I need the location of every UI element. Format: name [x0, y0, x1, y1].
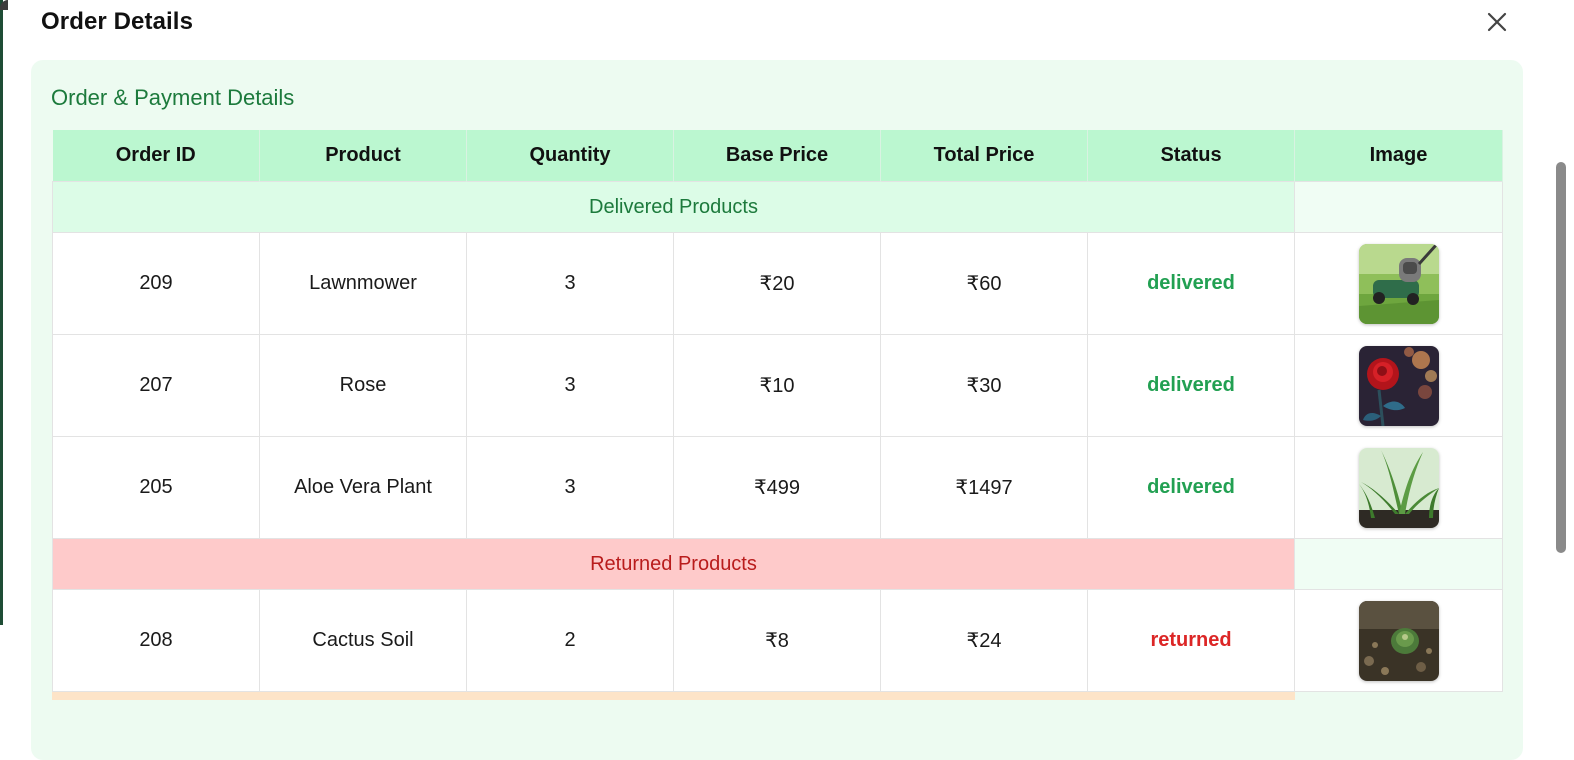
cell-image	[1294, 589, 1503, 692]
table-row: 205 Aloe Vera Plant 3 ₹499 ₹1497 deliver…	[52, 436, 1503, 539]
delivered-group-label: Delivered Products	[52, 181, 1295, 233]
background-edge-corner	[0, 0, 8, 10]
cell-order-id: 205	[52, 436, 260, 539]
cell-base-price: ₹10	[673, 334, 881, 437]
table-row: 207 Rose 3 ₹10 ₹30 delivered	[52, 334, 1503, 437]
cell-total-price: ₹1497	[880, 436, 1088, 539]
cell-image	[1294, 232, 1503, 335]
cell-image	[1294, 334, 1503, 437]
cell-base-price: ₹20	[673, 232, 881, 335]
cell-quantity: 3	[466, 232, 674, 335]
header-image: Image	[1294, 130, 1503, 182]
cell-order-id: 209	[52, 232, 260, 335]
delivered-group-row: Delivered Products	[52, 181, 1503, 233]
aloe-vera-image[interactable]	[1358, 447, 1439, 528]
modal-title: Order Details	[41, 8, 194, 35]
table-row: 208 Cactus Soil 2 ₹8 ₹24 returned	[52, 589, 1503, 692]
lawnmower-image[interactable]	[1358, 243, 1439, 324]
cell-quantity: 2	[466, 589, 674, 692]
section-title: Order & Payment Details	[51, 85, 295, 110]
header-order-id: Order ID	[52, 130, 260, 182]
cell-product: Aloe Vera Plant	[259, 436, 467, 539]
header-base-price: Base Price	[673, 130, 881, 182]
cell-image	[1294, 436, 1503, 539]
orders-table: Order ID Product Quantity Base Price Tot…	[52, 130, 1503, 692]
cell-base-price: ₹499	[673, 436, 881, 539]
returned-group-label: Returned Products	[52, 538, 1295, 590]
cactus-soil-image[interactable]	[1358, 600, 1439, 681]
cell-total-price: ₹30	[880, 334, 1088, 437]
header-total-price: Total Price	[880, 130, 1088, 182]
header-product: Product	[259, 130, 467, 182]
cell-product: Lawnmower	[259, 232, 467, 335]
close-button[interactable]	[1481, 7, 1513, 39]
background-edge	[0, 0, 3, 625]
cell-order-id: 207	[52, 334, 260, 437]
header-quantity: Quantity	[466, 130, 674, 182]
cell-status: delivered	[1087, 436, 1295, 539]
scrollbar-thumb[interactable]	[1556, 162, 1566, 553]
cell-product: Rose	[259, 334, 467, 437]
cell-status: delivered	[1087, 232, 1295, 335]
cell-total-price: ₹60	[880, 232, 1088, 335]
cell-product: Cactus Soil	[259, 589, 467, 692]
cell-quantity: 3	[466, 436, 674, 539]
rose-image[interactable]	[1358, 345, 1439, 426]
group-blank-cell	[1294, 181, 1503, 233]
header-status: Status	[1087, 130, 1295, 182]
returned-group-row: Returned Products	[52, 538, 1503, 590]
table-row: 209 Lawnmower 3 ₹20 ₹60 delivered	[52, 232, 1503, 335]
table-header-row: Order ID Product Quantity Base Price Tot…	[52, 130, 1503, 182]
cell-status: returned	[1087, 589, 1295, 692]
group-blank-cell	[1294, 538, 1503, 590]
next-group-row-edge	[52, 692, 1295, 700]
close-icon	[1487, 12, 1507, 32]
cell-total-price: ₹24	[880, 589, 1088, 692]
cell-order-id: 208	[52, 589, 260, 692]
cell-status: delivered	[1087, 334, 1295, 437]
cell-quantity: 3	[466, 334, 674, 437]
cell-base-price: ₹8	[673, 589, 881, 692]
